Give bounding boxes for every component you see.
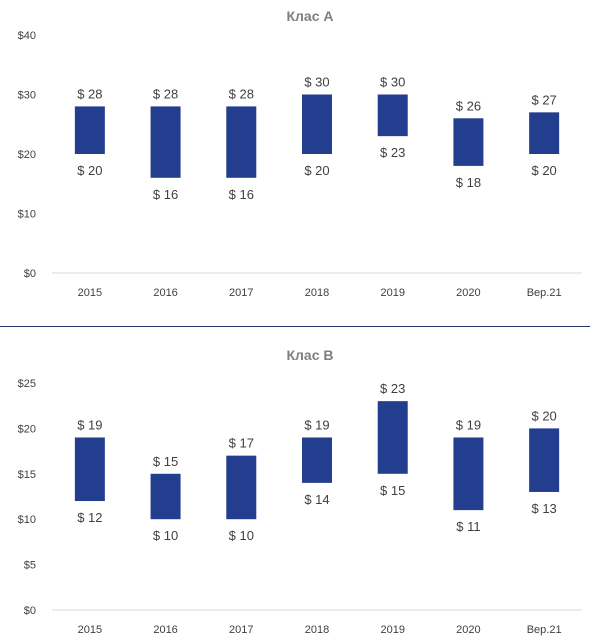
data-label-low: $ 11 — [456, 519, 480, 534]
data-label-high: $ 28 — [77, 86, 102, 101]
data-label-low: $ 20 — [531, 163, 556, 178]
x-tick-label: 2018 — [305, 624, 329, 636]
data-label-low: $ 12 — [77, 510, 102, 525]
data-label-high: $ 19 — [77, 417, 102, 432]
data-label-low: $ 16 — [229, 187, 254, 202]
chart-title: Клас B — [286, 347, 333, 363]
range-bar — [529, 428, 560, 492]
x-tick-label: 2020 — [456, 624, 480, 636]
data-label-high: $ 27 — [531, 92, 556, 107]
range-bar — [453, 118, 484, 166]
data-label-high: $ 19 — [304, 417, 329, 432]
range-bar — [529, 112, 560, 154]
data-label-high: $ 23 — [380, 381, 405, 396]
chart-title: Клас A — [286, 8, 333, 24]
range-bar — [377, 401, 408, 474]
data-label-high: $ 28 — [229, 86, 254, 101]
range-bar — [302, 94, 332, 154]
data-label-low: $ 23 — [380, 145, 405, 160]
y-tick-label: $5 — [24, 560, 36, 572]
data-label-high: $ 30 — [380, 75, 405, 90]
data-label-low: $ 14 — [304, 492, 329, 507]
y-tick-label: $0 — [24, 605, 36, 617]
y-tick-label: $0 — [24, 268, 36, 280]
data-label-low: $ 20 — [304, 163, 329, 178]
data-label-low: $ 20 — [77, 163, 102, 178]
data-label-high: $ 17 — [229, 436, 254, 451]
range-bar — [150, 473, 181, 520]
x-tick-label: 2017 — [229, 624, 253, 636]
chart-divider — [0, 326, 590, 327]
x-tick-label: 2019 — [380, 624, 404, 636]
data-label-high: $ 28 — [153, 86, 178, 101]
data-label-low: $ 15 — [380, 483, 405, 498]
data-label-high: $ 19 — [456, 417, 481, 432]
range-bar — [226, 106, 257, 178]
data-label-low: $ 10 — [153, 528, 178, 543]
data-label-high: $ 30 — [304, 75, 329, 90]
range-bar — [226, 455, 257, 520]
x-tick-label: 2015 — [78, 287, 102, 299]
x-tick-label: 2016 — [153, 287, 177, 299]
chart-class-a: Клас A $0 $10 $20 $30 $40 $ 28 $ 20 2015 $ 28 $ 16… — [18, 8, 582, 299]
x-tick-label: 2019 — [380, 287, 404, 299]
y-tick-label: $10 — [18, 209, 36, 221]
data-label-high: $ 15 — [153, 454, 178, 469]
range-bar — [302, 437, 332, 483]
y-tick-label: $25 — [18, 378, 36, 390]
chart-class-b: Клас B $0 $5 $10 $15 $20 $25 $ 19 $ 12 2015 $ 15 $ … — [18, 347, 582, 636]
x-tick-label: Вер.21 — [527, 624, 562, 636]
y-tick-label: $15 — [18, 469, 36, 481]
x-tick-label: Вер.21 — [527, 287, 562, 299]
x-tick-label: 2020 — [456, 287, 480, 299]
x-tick-label: 2015 — [78, 624, 102, 636]
range-bar — [150, 106, 181, 178]
range-bar — [74, 106, 105, 154]
range-bar — [74, 437, 105, 502]
data-label-high: $ 20 — [531, 408, 556, 423]
y-tick-label: $10 — [18, 514, 36, 526]
y-tick-label: $40 — [18, 30, 36, 42]
x-tick-label: 2016 — [153, 624, 177, 636]
data-label-low: $ 18 — [456, 175, 481, 190]
data-label-low: $ 13 — [531, 501, 556, 516]
data-label-high: $ 26 — [456, 98, 481, 113]
data-label-low: $ 16 — [153, 187, 178, 202]
data-label-low: $ 10 — [229, 528, 254, 543]
range-bar — [453, 437, 484, 511]
y-tick-label: $30 — [18, 90, 36, 102]
x-tick-label: 2017 — [229, 287, 253, 299]
y-tick-label: $20 — [18, 423, 36, 435]
range-bar — [377, 94, 408, 137]
y-tick-label: $20 — [18, 149, 36, 161]
x-tick-label: 2018 — [305, 287, 329, 299]
